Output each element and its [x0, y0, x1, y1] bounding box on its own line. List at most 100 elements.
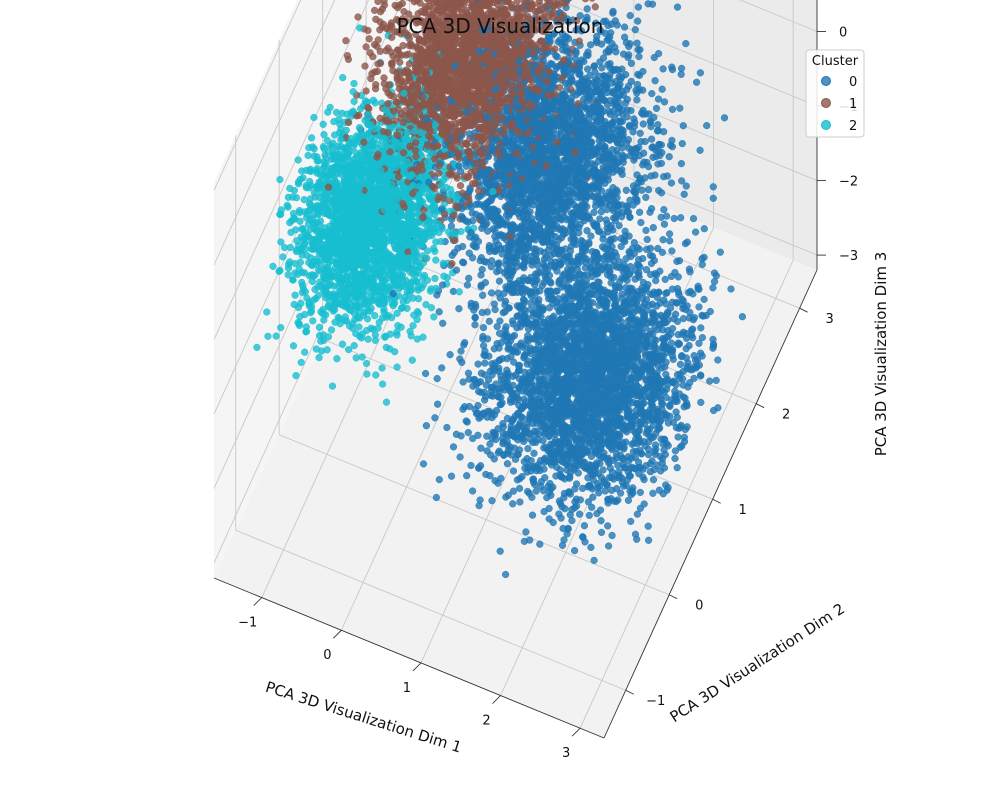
point-cluster-1	[362, 87, 370, 95]
point-cluster-0	[657, 189, 666, 197]
point-cluster-1	[464, 68, 472, 76]
point-cluster-0	[607, 29, 615, 37]
point-cluster-1	[374, 0, 382, 5]
point-cluster-1	[425, 2, 433, 11]
point-cluster-0	[598, 64, 606, 72]
point-cluster-1	[451, 92, 459, 100]
point-cluster-1	[537, 61, 546, 69]
point-cluster-0	[583, 5, 591, 13]
point-cluster-0	[563, 86, 571, 94]
point-cluster-0	[582, 51, 591, 59]
point-cluster-0	[589, 145, 597, 153]
point-cluster-1	[405, 99, 413, 107]
point-cluster-1	[396, 74, 404, 82]
scatter-points	[253, 0, 747, 579]
point-cluster-1	[495, 94, 503, 103]
point-cluster-0	[636, 129, 644, 137]
point-cluster-0	[549, 105, 557, 113]
point-cluster-1	[422, 67, 431, 75]
point-cluster-0	[601, 118, 609, 126]
point-cluster-1	[366, 49, 374, 57]
point-cluster-1	[405, 60, 414, 68]
point-cluster-0	[648, 89, 656, 98]
point-cluster-0	[631, 118, 639, 127]
point-cluster-0	[586, 71, 594, 80]
point-cluster-1	[413, 68, 422, 76]
point-cluster-1	[442, 43, 450, 52]
point-cluster-0	[574, 122, 582, 131]
point-cluster-0	[515, 103, 523, 111]
point-cluster-1	[545, 68, 553, 76]
point-cluster-0	[627, 59, 636, 68]
point-cluster-2	[349, 88, 357, 96]
point-cluster-0	[547, 59, 555, 68]
point-cluster-2	[319, 120, 327, 128]
point-cluster-0	[590, 62, 598, 71]
point-cluster-0	[667, 179, 676, 187]
y-grid-floor	[279, 434, 670, 596]
point-cluster-0	[515, 57, 523, 65]
point-cluster-1	[371, 68, 379, 76]
point-cluster-2	[298, 167, 306, 175]
point-cluster-0	[666, 141, 675, 149]
point-cluster-2	[337, 142, 345, 151]
point-cluster-2	[308, 134, 316, 142]
z-grid-back	[739, 0, 818, 32]
point-cluster-0	[720, 114, 729, 122]
point-cluster-1	[415, 52, 424, 61]
z-grid-side	[213, 0, 302, 191]
point-cluster-1	[471, 142, 479, 151]
point-cluster-0	[602, 48, 610, 56]
point-cluster-1	[379, 20, 388, 28]
point-cluster-0	[584, 65, 592, 73]
point-cluster-0	[536, 102, 544, 110]
point-cluster-1	[458, 102, 466, 111]
point-cluster-1	[481, 37, 489, 45]
point-cluster-0	[658, 85, 666, 93]
point-cluster-0	[618, 170, 626, 179]
point-cluster-1	[484, 66, 492, 74]
point-cluster-0	[644, 0, 652, 8]
point-cluster-0	[605, 107, 613, 116]
point-cluster-0	[612, 48, 620, 56]
point-cluster-0	[619, 127, 627, 135]
point-cluster-0	[659, 65, 667, 73]
point-cluster-0	[660, 128, 668, 136]
point-cluster-1	[371, 6, 379, 14]
point-cluster-1	[542, 77, 550, 85]
point-cluster-1	[387, 48, 395, 56]
point-cluster-1	[482, 78, 490, 87]
point-cluster-0	[716, 248, 724, 256]
point-cluster-0	[660, 173, 668, 181]
point-cluster-1	[526, 42, 535, 50]
point-cluster-1	[491, 120, 500, 128]
point-cluster-2	[363, 110, 372, 118]
point-cluster-0	[627, 77, 635, 86]
point-cluster-0	[554, 38, 563, 46]
point-cluster-0	[614, 85, 622, 93]
point-cluster-0	[649, 143, 657, 151]
point-cluster-1	[551, 45, 559, 53]
point-cluster-0	[614, 108, 622, 117]
point-cluster-1	[362, 43, 370, 51]
point-cluster-0	[584, 78, 592, 86]
x-axis-line	[213, 577, 605, 739]
point-cluster-0	[543, 144, 551, 152]
point-cluster-1	[500, 123, 508, 131]
point-cluster-0	[677, 70, 685, 79]
point-cluster-0	[639, 120, 647, 128]
point-cluster-0	[530, 96, 538, 104]
point-cluster-1	[440, 109, 448, 117]
point-cluster-1	[498, 39, 506, 47]
point-cluster-1	[344, 55, 353, 64]
point-cluster-1	[396, 1, 404, 9]
point-cluster-2	[400, 89, 408, 97]
z-grid-side	[213, 0, 336, 266]
point-cluster-1	[384, 99, 392, 108]
point-cluster-1	[438, 86, 446, 94]
point-cluster-1	[449, 68, 457, 77]
point-cluster-0	[618, 144, 626, 152]
point-cluster-0	[556, 61, 565, 70]
point-cluster-0	[586, 41, 595, 49]
